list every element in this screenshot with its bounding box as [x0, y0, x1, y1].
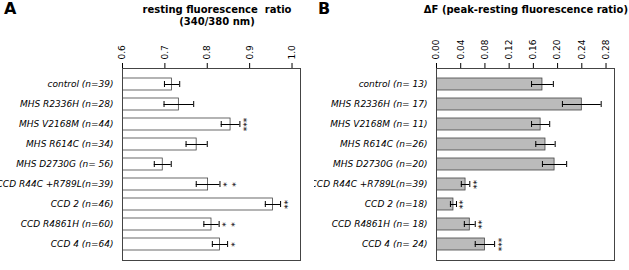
svg-text:CCD 4 (n=64): CCD 4 (n=64) — [51, 239, 114, 249]
svg-text:0.08: 0.08 — [480, 39, 490, 59]
svg-text:0.28: 0.28 — [601, 39, 611, 59]
svg-text:CCD R4861H (n=60): CCD R4861H (n=60) — [21, 219, 114, 229]
svg-text:**: ** — [283, 200, 293, 210]
svg-text:*: * — [230, 242, 240, 247]
svg-text:CCD R44C +R789L(n=39): CCD R44C +R789L(n=39) — [0, 179, 114, 189]
svg-text:MHS R2336H (n=28): MHS R2336H (n=28) — [20, 99, 114, 109]
svg-text:***: *** — [242, 117, 252, 131]
html-text:ΔF (peak-resting fluorescence: ΔF (peak-resting fluorescence ratio) — [423, 4, 628, 15]
svg-text:MHS R614C (n=26): MHS R614C (n=26) — [340, 139, 427, 149]
svg-text:0.6: 0.6 — [117, 45, 127, 60]
svg-text:CCD R44C +R789L(n=39): CCD R44C +R789L(n=39) — [314, 179, 428, 189]
svg-text:control (n=39): control (n=39) — [48, 79, 114, 89]
svg-text:0.7: 0.7 — [160, 45, 170, 59]
svg-text:CCD 2 (n=46): CCD 2 (n=46) — [51, 199, 114, 209]
svg-text:0.24: 0.24 — [577, 39, 587, 59]
svg-text:0.00: 0.00 — [431, 39, 441, 59]
svg-text:**: ** — [221, 222, 240, 227]
svg-text:0.20: 0.20 — [552, 39, 562, 59]
svg-text:CCD 2 (n=18): CCD 2 (n=18) — [365, 199, 428, 209]
svg-text:**: ** — [477, 220, 487, 230]
svg-text:**: ** — [458, 200, 468, 210]
svg-text:0.16: 0.16 — [528, 39, 538, 59]
svg-text:MHS R2336H (n= 17): MHS R2336H (n= 17) — [331, 99, 427, 109]
svg-text:CCD 4 (n= 24): CCD 4 (n= 24) — [362, 239, 428, 249]
svg-text:CCD R4861H (n= 18): CCD R4861H (n= 18) — [332, 219, 428, 229]
html-text:B: B — [318, 0, 331, 18]
svg-text:0.04: 0.04 — [456, 39, 466, 59]
svg-text:**: ** — [472, 180, 482, 190]
svg-text:0.12: 0.12 — [504, 39, 514, 59]
html-text:A: A — [4, 0, 17, 18]
svg-text:control (n= 13): control (n= 13) — [359, 79, 428, 89]
svg-text:0.9: 0.9 — [245, 45, 255, 60]
svg-text:**: ** — [222, 182, 241, 187]
svg-text:MHS D2730G (n= 56): MHS D2730G (n= 56) — [16, 159, 113, 169]
svg-text:MHS D2730G (n=20): MHS D2730G (n=20) — [333, 159, 428, 169]
svg-text:***: *** — [497, 237, 507, 251]
svg-text:0.8: 0.8 — [202, 45, 212, 60]
svg-text:MHS V2168M (n=44): MHS V2168M (n=44) — [19, 119, 114, 129]
html-text:resting fluorescence ratio (34: resting fluorescence ratio (340/380 nm) — [142, 4, 292, 27]
svg-text:1.0: 1.0 — [287, 45, 297, 60]
svg-text:MHS R614C (n=34): MHS R614C (n=34) — [26, 139, 113, 149]
svg-text:MHS V2168M (n= 11): MHS V2168M (n= 11) — [330, 119, 427, 129]
